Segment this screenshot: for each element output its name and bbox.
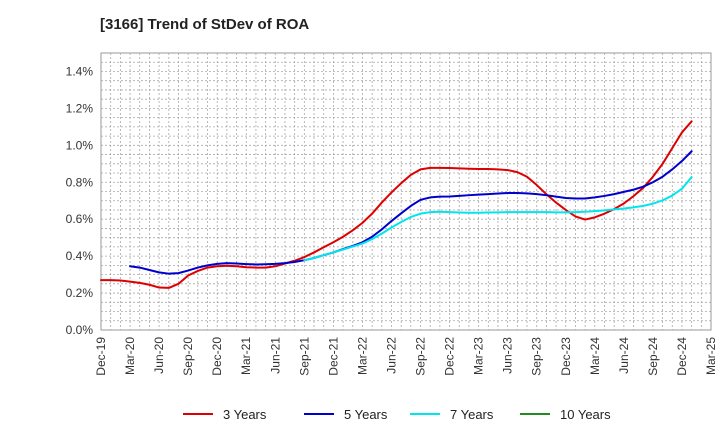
y-axis-ticks: 0.0% 0.2% 0.4% 0.6% 0.8% 1.0% 1.2% 1.4% bbox=[66, 64, 94, 337]
x-tick-label: Dec-20 bbox=[210, 337, 224, 376]
series-line-7-years bbox=[303, 176, 693, 262]
x-tick-label: Jun-23 bbox=[501, 337, 515, 374]
x-tick-label: Mar-23 bbox=[472, 337, 486, 375]
x-tick-label: Jun-21 bbox=[268, 337, 282, 374]
x-tick-label: Sep-20 bbox=[181, 337, 195, 376]
legend-label: 5 Years bbox=[344, 407, 388, 422]
y-tick-label: 1.4% bbox=[66, 64, 94, 78]
x-tick-label: Mar-25 bbox=[704, 337, 718, 375]
x-tick-label: Dec-23 bbox=[559, 337, 573, 376]
x-tick-label: Mar-22 bbox=[355, 337, 369, 375]
y-tick-label: 0.6% bbox=[66, 212, 94, 226]
y-tick-label: 0.8% bbox=[66, 175, 94, 189]
series-line-5-years bbox=[129, 150, 693, 275]
x-tick-label: Dec-19 bbox=[94, 337, 108, 376]
x-tick-label: Sep-23 bbox=[530, 337, 544, 376]
x-tick-label: Dec-22 bbox=[443, 337, 457, 376]
x-axis-ticks: Dec-19 Mar-20 Jun-20 Sep-20 Dec-20 Mar-21 Jun-… bbox=[94, 337, 718, 376]
y-tick-label: 1.0% bbox=[66, 138, 94, 152]
x-tick-label: Sep-24 bbox=[646, 337, 660, 376]
x-tick-label: Jun-24 bbox=[617, 337, 631, 374]
legend: 3 Years 5 Years 7 Years 10 Years bbox=[183, 407, 611, 422]
x-tick-label: Sep-21 bbox=[297, 337, 311, 376]
x-tick-label: Mar-20 bbox=[123, 337, 137, 375]
series-line-3-years bbox=[100, 120, 693, 289]
x-tick-label: Sep-22 bbox=[414, 337, 428, 376]
x-tick-label: Mar-24 bbox=[588, 337, 602, 375]
x-tick-label: Dec-24 bbox=[675, 337, 689, 376]
legend-label: 3 Years bbox=[223, 407, 267, 422]
x-tick-label: Dec-21 bbox=[326, 337, 340, 376]
x-tick-label: Jun-20 bbox=[152, 337, 166, 374]
y-tick-label: 0.4% bbox=[66, 249, 94, 263]
chart-title: [3166] Trend of StDev of ROA bbox=[100, 16, 310, 33]
x-tick-label: Jun-22 bbox=[384, 337, 398, 374]
y-tick-label: 0.0% bbox=[66, 323, 94, 337]
y-tick-label: 0.2% bbox=[66, 286, 94, 300]
series-lines bbox=[100, 120, 693, 289]
x-tick-label: Mar-21 bbox=[239, 337, 253, 375]
legend-label: 7 Years bbox=[450, 407, 494, 422]
legend-label: 10 Years bbox=[560, 407, 611, 422]
y-tick-label: 1.2% bbox=[66, 101, 94, 115]
